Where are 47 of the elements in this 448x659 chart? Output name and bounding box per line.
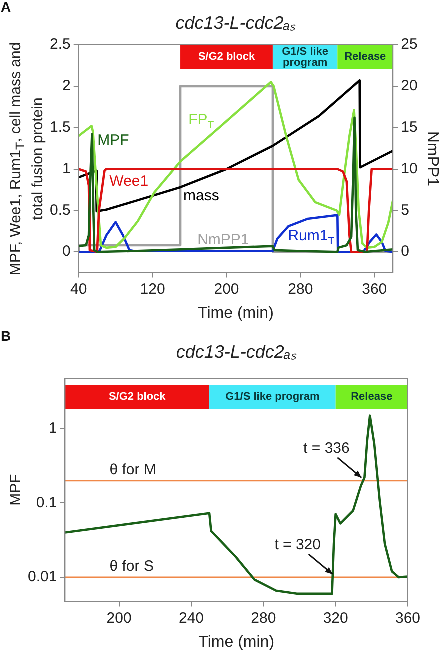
ref-line-label: θ for M (110, 461, 156, 478)
x-tick-label: 320 (323, 610, 348, 627)
y-tick-label: 1.5 (50, 118, 71, 136)
annotation: t = 320 (274, 536, 321, 554)
x-tick-label: 200 (106, 610, 132, 627)
y-tick-label: 2 (62, 78, 71, 95)
y2-axis-title: NmPP1 (424, 131, 441, 187)
y-tick-label: 0.5 (50, 202, 71, 219)
band-label: G1/S like program (282, 46, 329, 70)
y-tick-label: 2.5 (50, 36, 71, 54)
series-label: mass (183, 188, 220, 205)
x-tick-label: 120 (140, 280, 166, 298)
x-tick-label: 280 (288, 280, 314, 298)
y2-tick-label: 20 (401, 78, 418, 95)
x-tick-label: 40 (70, 280, 88, 298)
y2-tick-label: 5 (401, 202, 410, 219)
y2-tick-label: 25 (401, 36, 418, 54)
x-tick-label: 280 (251, 610, 276, 627)
y2-tick-label: 0 (401, 243, 410, 260)
ref-line-label: θ for S (110, 558, 154, 576)
y2-tick-label: 10 (401, 160, 418, 178)
series-label: Wee1 (110, 172, 149, 190)
x-tick-label: 240 (178, 610, 204, 627)
band-label: G1/S like program (226, 391, 320, 404)
y-tick-label: 0.01 (28, 568, 58, 586)
text: A (1, 0, 12, 15)
x-tick-label: 200 (214, 280, 240, 298)
text: B (1, 328, 12, 344)
x-axis-title: Time (min) (198, 634, 275, 651)
y-tick-label: 0 (62, 243, 71, 260)
band-label: S/G2 block (198, 51, 256, 64)
chart-title: cdc13-L-cdc2ₐₛ (174, 12, 298, 34)
y-axis-title: MPF (7, 474, 24, 508)
y-tick-label: 1 (48, 420, 58, 438)
series-label: MPF (98, 132, 130, 149)
band-label: S/G2 block (108, 391, 167, 404)
y-tick-label: 0.1 (36, 494, 58, 512)
x-axis-title: Time (min) (198, 304, 274, 322)
chart-title: cdc13-L-cdc2ₐₛ (175, 341, 298, 363)
annotation: t = 336 (304, 440, 350, 457)
band-label: Release (344, 51, 386, 64)
y-tick-label: 1 (62, 160, 71, 178)
x-tick-label: 360 (362, 280, 388, 298)
y2-tick-label: 15 (401, 118, 418, 136)
x-tick-label: 360 (395, 610, 421, 627)
series-label: NmPP1 (198, 231, 250, 248)
band-label: Release (351, 391, 393, 404)
